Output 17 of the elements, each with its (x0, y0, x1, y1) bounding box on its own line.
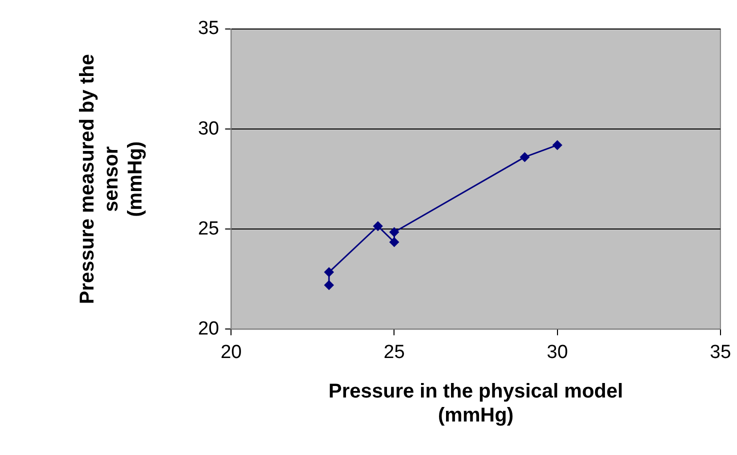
point (389, 227, 400, 238)
y-axis-title: Pressure measured by the sensor (mmHg) (76, 54, 147, 304)
x-tick-label: 30 (546, 342, 568, 363)
x-tick-label: 20 (220, 342, 242, 363)
x-axis-title: Pressure in the physical model (mmHg) (328, 380, 624, 427)
y-tick-label: 25 (198, 218, 220, 240)
y-tick-label: 35 (198, 18, 220, 40)
y-tick-label: 20 (198, 318, 220, 340)
point (324, 267, 334, 278)
point (372, 221, 383, 232)
point (389, 237, 400, 248)
x-tick-label: 25 (384, 342, 405, 363)
x-tick-label: 35 (710, 342, 732, 363)
point (552, 140, 562, 150)
point (520, 152, 530, 162)
y-tick-label: 30 (198, 118, 220, 140)
point (324, 280, 334, 290)
